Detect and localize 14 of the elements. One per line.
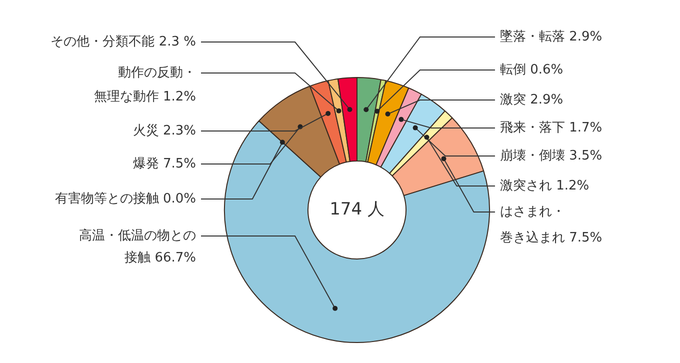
slice-label: 飛来・落下 1.7% — [500, 120, 602, 136]
slice-label: 激突 2.9% — [500, 92, 564, 108]
slice-label: 転倒 0.6% — [500, 62, 564, 78]
slice-label: 高温・低温の物との接触 66.7% — [79, 227, 196, 266]
slice-label: 動作の反動・無理な動作 1.2% — [94, 65, 196, 104]
slice-label: 爆発 7.5% — [132, 156, 196, 172]
slice-label: 崩壊・倒壊 3.5% — [500, 148, 602, 164]
slice-label: 激突され 1.2% — [500, 178, 590, 194]
slice-label: その他・分類不能 2.3 % — [50, 34, 196, 50]
slice-label: はさまれ・巻き込まれ 7.5% — [500, 204, 602, 246]
text: 174 人 — [330, 199, 384, 220]
slice-label: 墜落・転落 2.9% — [500, 29, 602, 44]
category-label: 有害物等との接触 0.0% — [54, 191, 196, 206]
slice-label: 火災 2.3% — [132, 123, 196, 138]
